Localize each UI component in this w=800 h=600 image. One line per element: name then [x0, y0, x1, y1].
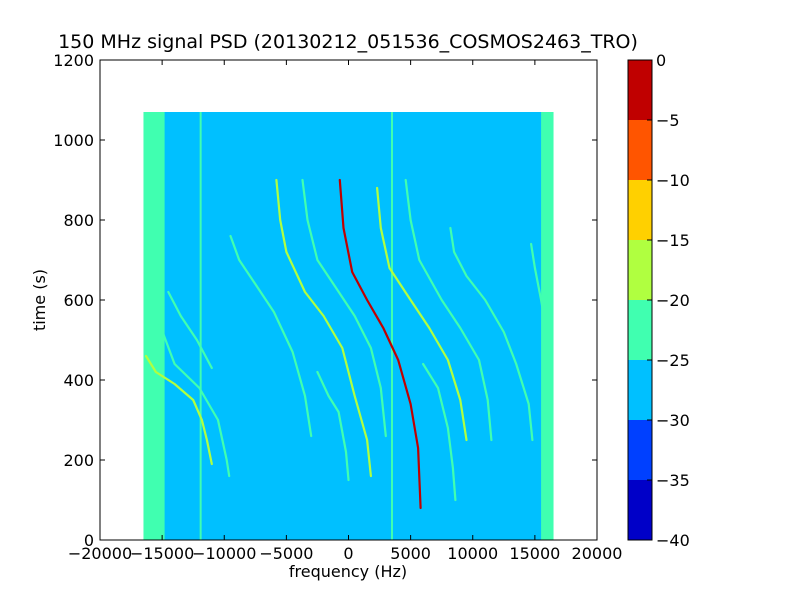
signal-trace-2 [151, 306, 231, 478]
colorbar-tick-label: 0 [656, 51, 666, 70]
colorbar-tick-label: −40 [656, 531, 690, 550]
colorbar-segment [628, 180, 652, 240]
colorbar-tick-label: −15 [656, 231, 690, 250]
chart-title: 150 MHz signal PSD (20130212_051536_COSM… [58, 31, 638, 53]
signal-trace-5 [376, 186, 468, 442]
signal-trace-12 [422, 362, 457, 502]
y-axis-title: time (s) [30, 269, 49, 331]
y-tick-label: 0 [84, 531, 94, 550]
x-tick-label: 15000 [509, 544, 560, 563]
colorbar-segment [628, 420, 652, 480]
signal-trace-3 [275, 178, 372, 478]
colorbar-tick-label: −30 [656, 411, 690, 430]
colorbar-segment [628, 120, 652, 180]
x-tick-label: 20000 [572, 544, 623, 563]
colorbar-segment [628, 480, 652, 540]
colorbar-tick-label: −10 [656, 171, 690, 190]
edge-band-1 [541, 112, 554, 540]
signal-trace-4 [301, 178, 387, 438]
colorbar-segment [628, 240, 652, 300]
colorbar-segment [628, 300, 652, 360]
signal-trace-1 [144, 354, 213, 466]
x-tick-label: 0 [343, 544, 353, 563]
y-axis: 0 200 400 600 800 1000 1200 [53, 51, 597, 550]
signal-trace-0 [338, 178, 422, 510]
y-tick-label: 800 [63, 211, 94, 230]
colorbar-tick-label: −35 [656, 471, 690, 490]
signal-trace-11 [316, 370, 350, 482]
colorbar-segment [628, 360, 652, 420]
x-tick-label: 10000 [447, 544, 498, 563]
colorbar-tick-label: −25 [656, 351, 690, 370]
signal-trace-7 [449, 226, 534, 442]
y-tick-label: 1200 [53, 51, 94, 70]
edge-band-0 [143, 112, 165, 540]
colorbar-segment [628, 60, 652, 120]
x-tick-label: −5000 [259, 544, 313, 563]
y-tick-label: 1000 [53, 131, 94, 150]
y-tick-label: 400 [63, 371, 94, 390]
x-tick-label: −15000 [130, 544, 194, 563]
colorbar-tick-label: −5 [656, 111, 680, 130]
x-tick-label: −20000 [68, 544, 132, 563]
signal-trace-6 [404, 178, 493, 442]
x-tick-label: −10000 [192, 544, 256, 563]
x-axis: −20000−15000−10000 −5000 0 5000 10000 15000 20… [68, 60, 623, 563]
x-tick-label: 5000 [390, 544, 431, 563]
plot-area [99, 59, 598, 541]
y-tick-label: 600 [63, 291, 94, 310]
colorbar-tick-label: −20 [656, 291, 690, 310]
x-axis-title: frequency (Hz) [289, 562, 407, 581]
colorbar: −40 −35 −30 −25 −20 −15 −10 −5 0 [627, 51, 690, 550]
y-tick-label: 200 [63, 451, 94, 470]
signal-trace-8 [529, 242, 551, 354]
signal-trace-9 [229, 234, 313, 438]
signal-trace-10 [167, 290, 213, 370]
